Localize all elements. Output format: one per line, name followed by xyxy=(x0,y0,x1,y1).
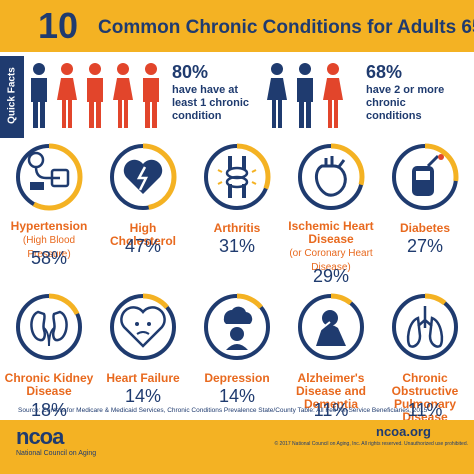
progress-ring-fill xyxy=(15,143,83,211)
left-person-icon xyxy=(31,63,47,128)
condition-name: Hypertension (High Blood Pressure) xyxy=(10,219,88,261)
people-group-left xyxy=(28,62,168,130)
quick-fact-left-line1: have have at xyxy=(172,84,239,96)
right-person-icon xyxy=(267,63,287,128)
ncoa-logo-subtitle: National Council on Aging xyxy=(16,450,97,457)
kidneys-icon xyxy=(30,310,68,347)
lungs-icon xyxy=(390,292,460,362)
glucose-meter-icon xyxy=(390,142,460,212)
left-person-icon xyxy=(87,63,103,128)
title-number: 10 xyxy=(38,5,79,46)
storm-cloud-head-icon xyxy=(202,292,272,362)
progress-ring-fill xyxy=(391,293,459,361)
progress-ring-fill xyxy=(15,293,83,361)
condition-percent: 14% xyxy=(218,386,256,406)
quick-fact-right-line3: conditions xyxy=(366,110,422,122)
condition-name: Heart Failure xyxy=(106,371,180,385)
progress-ring-fill xyxy=(391,143,459,211)
progress-ring xyxy=(109,293,177,361)
progress-ring xyxy=(297,143,365,211)
heart-organ-icon xyxy=(315,156,347,197)
source-note: Source: Centers for Medicare & Medicaid … xyxy=(18,407,428,414)
condition-percent: 29% xyxy=(312,266,350,286)
knee-joint-icon xyxy=(202,142,272,212)
footer-bar: ncoa National Council on Aging ncoa.org … xyxy=(0,420,474,474)
condition-percent: 27% xyxy=(406,236,444,256)
progress-ring xyxy=(391,293,459,361)
progress-ring-fill xyxy=(297,143,365,211)
quick-facts-label: Quick Facts xyxy=(6,67,18,124)
condition-name: Depression xyxy=(204,371,270,385)
broken-heart-icon xyxy=(123,159,163,194)
condition-percent: 14% xyxy=(124,386,162,406)
people-group-right xyxy=(266,62,362,130)
blood-pressure-icon xyxy=(27,151,70,190)
quick-fact-left-line3: condition xyxy=(172,110,222,122)
condition-name: Ischemic Heart Disease (or Coronary Heart… xyxy=(288,219,374,274)
right-person-icon xyxy=(323,63,343,128)
title-bar: 10 Common Chronic Conditions for Adults … xyxy=(0,0,474,52)
condition-name: Diabetes xyxy=(399,221,451,235)
progress-ring-fill xyxy=(297,293,365,361)
website-link[interactable]: ncoa.org xyxy=(376,424,431,439)
progress-ring-fill xyxy=(109,143,177,211)
condition-percent: 31% xyxy=(218,236,256,256)
progress-ring xyxy=(391,143,459,211)
progress-ring xyxy=(203,293,271,361)
condition-name: High Cholesterol xyxy=(109,221,176,248)
quick-fact-right-line1: have 2 or more xyxy=(366,84,445,96)
sad-heart-icon xyxy=(120,306,166,348)
sad-heart-icon xyxy=(108,292,178,362)
kidneys-icon xyxy=(14,292,84,362)
storm-cloud-head-icon xyxy=(223,306,253,350)
conditions-grid: Hypertension (High Blood Pressure) 58% Hi… xyxy=(0,142,474,424)
left-person-icon xyxy=(113,63,133,128)
lungs-icon xyxy=(406,306,444,348)
head-in-hands-icon xyxy=(296,292,366,362)
quick-fact-left-percent: 80% xyxy=(172,62,209,82)
progress-ring-fill xyxy=(203,143,271,211)
condition-percent: 18% xyxy=(30,400,68,420)
page-title: Common Chronic Conditions for Adults 65+ xyxy=(98,17,474,38)
condition-percent: 11% xyxy=(407,400,443,420)
glucose-meter-icon xyxy=(412,154,444,196)
knee-joint-icon xyxy=(217,156,257,198)
left-person-icon xyxy=(57,63,77,128)
copyright-note: © 2017 National Council on Aging, Inc. A… xyxy=(274,441,468,447)
right-person-icon xyxy=(297,63,313,128)
head-in-hands-icon xyxy=(316,310,346,346)
condition-percent: 58% xyxy=(30,248,68,268)
ncoa-logo: ncoa xyxy=(16,424,64,449)
left-person-icon xyxy=(143,63,159,128)
progress-ring xyxy=(109,143,177,211)
heart-organ-icon xyxy=(296,142,366,212)
broken-heart-icon xyxy=(108,142,178,212)
blood-pressure-icon xyxy=(14,142,84,212)
progress-ring-fill xyxy=(203,293,271,361)
progress-ring-fill xyxy=(109,293,177,361)
progress-ring xyxy=(15,293,83,361)
progress-ring xyxy=(15,143,83,211)
progress-ring xyxy=(203,143,271,211)
quick-fact-right-percent: 68% xyxy=(366,62,403,82)
condition-name: Arthritis xyxy=(213,221,261,235)
progress-ring xyxy=(297,293,365,361)
quick-fact-left-line2: least 1 chronic xyxy=(172,97,250,109)
quick-facts-tab: Quick Facts xyxy=(0,56,24,138)
quick-fact-right-line2: chronic xyxy=(366,97,406,109)
condition-name: Chronic Kidney Disease xyxy=(4,371,94,398)
condition-percent: 11% xyxy=(313,400,349,420)
condition-percent: 47% xyxy=(124,236,162,256)
condition-name: Alzheimer's Disease and Dementia xyxy=(295,371,367,411)
